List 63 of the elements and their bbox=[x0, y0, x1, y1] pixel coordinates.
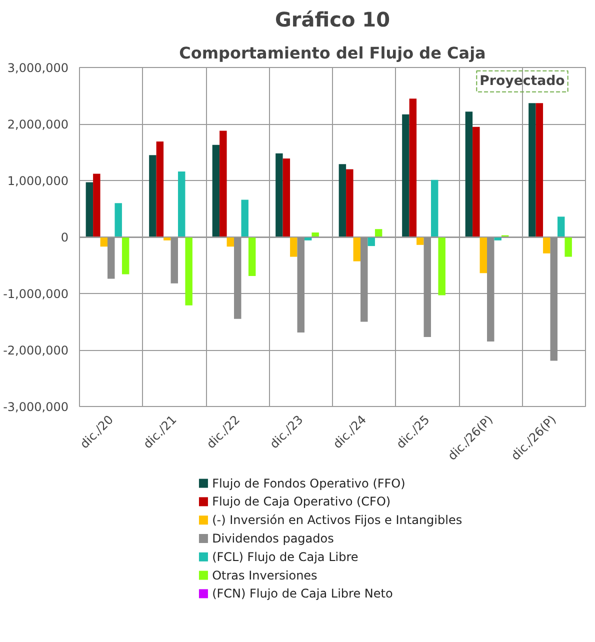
bar bbox=[550, 237, 558, 361]
annotation: Proyectado bbox=[480, 74, 565, 89]
bar bbox=[424, 237, 431, 338]
bar bbox=[430, 180, 438, 237]
bar bbox=[276, 153, 283, 237]
bar bbox=[122, 237, 130, 274]
bar bbox=[212, 144, 220, 237]
bar bbox=[156, 142, 164, 237]
bar bbox=[487, 237, 494, 342]
bar bbox=[178, 171, 186, 237]
bar bbox=[312, 232, 319, 237]
chart-title: Gráfico 10 bbox=[275, 8, 390, 32]
bar bbox=[86, 182, 94, 237]
bar bbox=[557, 216, 565, 237]
bar bbox=[282, 158, 290, 237]
bar bbox=[241, 200, 248, 237]
bar bbox=[149, 155, 156, 237]
bar bbox=[248, 237, 256, 276]
bar bbox=[536, 103, 544, 237]
bar bbox=[114, 203, 122, 237]
bar bbox=[368, 237, 375, 246]
bar bbox=[108, 237, 115, 279]
bar bbox=[93, 174, 100, 237]
bar bbox=[360, 237, 368, 322]
bar bbox=[290, 237, 298, 257]
bar bbox=[164, 237, 171, 240]
legend-label: Flujo de Caja Operativo (CFO) bbox=[212, 494, 391, 509]
legend-label: (-) Inversión en Activos Fijos e Intangibles bbox=[212, 513, 462, 528]
bar bbox=[338, 164, 346, 237]
legend-label: Otras Inversiones bbox=[212, 568, 318, 582]
bar bbox=[234, 237, 242, 319]
bar bbox=[543, 237, 550, 254]
y-tick-label: -3,000,000 bbox=[3, 400, 69, 414]
y-tick-label: 2,000,000 bbox=[7, 118, 69, 132]
bar bbox=[528, 103, 536, 237]
bar bbox=[220, 130, 227, 237]
bar bbox=[465, 112, 473, 237]
bar bbox=[297, 237, 304, 332]
legend-label: (FCN) Flujo de Caja Libre Neto bbox=[212, 586, 393, 601]
y-tick-label: 3,000,000 bbox=[7, 61, 69, 75]
legend-label: Flujo de Fondos Operativo (FFO) bbox=[212, 476, 406, 490]
bar bbox=[402, 114, 410, 237]
bar bbox=[472, 126, 480, 237]
bar bbox=[494, 237, 502, 240]
bar bbox=[438, 237, 446, 296]
y-tick-label: 1,000,000 bbox=[7, 174, 69, 188]
bar bbox=[346, 169, 354, 237]
y-tick-label: 0 bbox=[60, 230, 69, 244]
legend-label: Dividendos pagados bbox=[212, 532, 334, 546]
bar bbox=[353, 237, 361, 262]
bar bbox=[409, 98, 417, 237]
bar bbox=[564, 237, 572, 257]
bar bbox=[170, 237, 178, 284]
bar bbox=[416, 237, 424, 245]
y-tick-label: -1,000,000 bbox=[3, 287, 69, 301]
legend-label: (FCL) Flujo de Caja Libre bbox=[212, 550, 358, 564]
chart-subtitle: Comportamiento del Flujo de Caja bbox=[179, 44, 486, 62]
bar bbox=[480, 237, 488, 274]
y-tick-label: -2,000,000 bbox=[3, 344, 69, 358]
bar bbox=[374, 229, 382, 237]
bar bbox=[100, 237, 108, 247]
bar bbox=[185, 237, 192, 306]
bar bbox=[226, 237, 234, 247]
